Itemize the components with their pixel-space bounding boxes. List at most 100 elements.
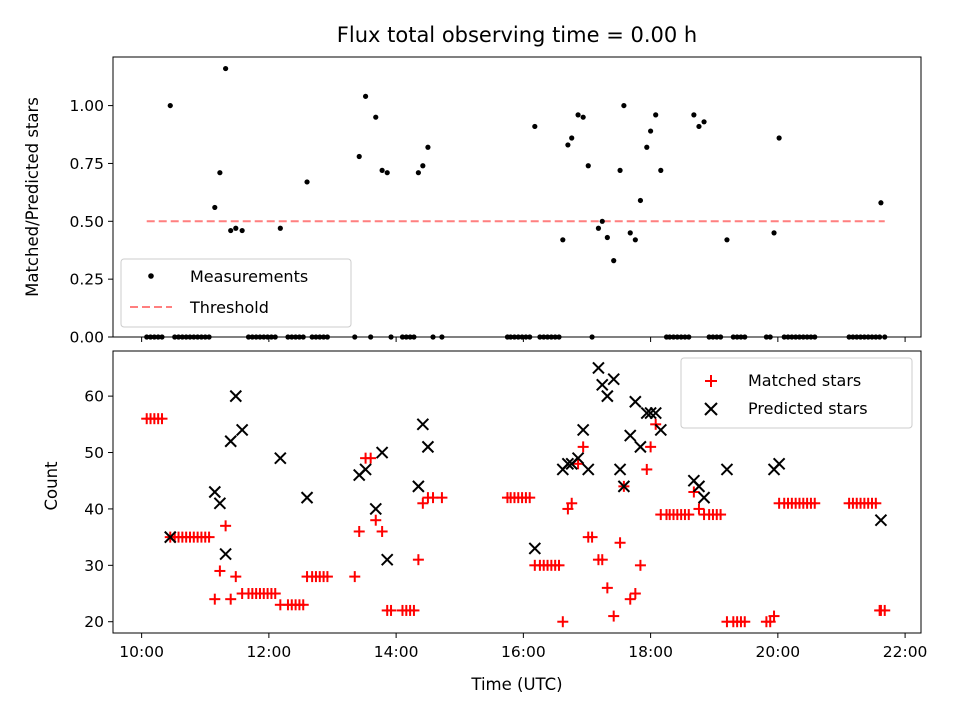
predicted-point xyxy=(208,485,222,499)
measurement-point xyxy=(604,234,610,241)
measurement-point xyxy=(425,144,431,150)
predicted-point xyxy=(576,423,590,437)
measurement-point xyxy=(217,170,223,176)
bottom-y-tick-label: 40 xyxy=(84,500,104,518)
legend-predicted-marker xyxy=(704,402,718,416)
matched-point xyxy=(353,525,365,537)
predicted-point xyxy=(640,406,653,420)
predicted-point xyxy=(607,372,620,386)
measurement-point xyxy=(878,200,884,206)
measurement-point xyxy=(691,112,697,118)
predicted-point xyxy=(416,418,430,431)
predicted-point xyxy=(229,389,242,403)
matched-point xyxy=(572,458,584,470)
predicted-point xyxy=(720,463,734,476)
matched-point xyxy=(764,616,776,628)
top-y-axis-label: Matched/Predicted stars xyxy=(23,97,42,297)
top-plot-frame xyxy=(112,56,922,338)
bottom-y-tick-label: 20 xyxy=(84,613,104,631)
measurement-point xyxy=(653,112,659,118)
matched-point xyxy=(601,582,613,594)
measurement-point xyxy=(565,142,571,148)
measurement-point xyxy=(648,128,654,134)
predicted-point xyxy=(649,406,662,420)
matched-point xyxy=(225,593,237,605)
matched-point xyxy=(566,497,578,509)
predicted-point xyxy=(381,553,394,566)
predicted-point xyxy=(235,423,249,437)
matched-point xyxy=(524,492,536,504)
matched-point xyxy=(645,441,657,453)
predicted-point xyxy=(601,389,614,403)
bottom-axis-ticks: 10:00 12:00 14:00 16:00 18:00 20:00 22:00 20 30 4… xyxy=(84,388,927,661)
predicted-point xyxy=(634,440,647,454)
matched-point xyxy=(269,588,281,600)
predicted-point xyxy=(528,542,542,555)
measurement-point xyxy=(228,227,234,234)
matched-point xyxy=(349,571,361,583)
measurement-point xyxy=(212,204,218,211)
measurement-point xyxy=(233,225,239,231)
matched-point xyxy=(297,599,309,611)
measurement-point xyxy=(644,144,650,150)
matched-point xyxy=(557,616,569,628)
x-tick-label: 10:00 xyxy=(119,643,164,661)
measurement-point xyxy=(621,102,627,109)
chart-title: Flux total observing time = 0.00 h xyxy=(337,23,697,47)
matched-point xyxy=(715,509,727,521)
matched-point xyxy=(385,604,397,616)
measurement-point xyxy=(724,237,730,243)
measurement-point xyxy=(223,65,229,72)
matched-point xyxy=(209,593,221,605)
measurement-point xyxy=(277,225,283,231)
measurement-point xyxy=(776,135,782,141)
x-tick-label: 14:00 xyxy=(374,643,419,661)
predicted-point xyxy=(300,491,314,504)
legend-predicted-label: Predicted stars xyxy=(748,399,868,418)
x-tick-label: 22:00 xyxy=(883,643,928,661)
predicted-point xyxy=(375,446,389,459)
measurement-point xyxy=(560,237,566,243)
matched-point xyxy=(629,588,641,600)
predicted-point xyxy=(359,463,372,476)
matched-point xyxy=(596,554,608,566)
predicted-point xyxy=(274,451,287,465)
measurement-point xyxy=(701,119,707,125)
measurement-point xyxy=(379,167,385,173)
x-tick-label: 20:00 xyxy=(756,643,801,661)
matched-point xyxy=(634,559,646,571)
top-y-tick-label: 1.00 xyxy=(69,97,104,115)
measurement-point xyxy=(304,179,310,185)
predicted-point xyxy=(582,463,595,476)
predicted-point xyxy=(697,491,711,504)
matched-point xyxy=(879,604,891,616)
top-legend: Measurements Threshold xyxy=(120,258,352,328)
bottom-plot-frame xyxy=(112,350,922,634)
predicted-point xyxy=(164,530,177,544)
matched-point xyxy=(365,452,377,464)
matched-point xyxy=(809,497,821,509)
x-axis-label: Time (UTC) xyxy=(470,675,562,694)
measurement-point xyxy=(384,170,390,176)
matched-point xyxy=(408,604,420,616)
predicted-point xyxy=(561,457,575,471)
measurement-point xyxy=(575,112,581,118)
measurement-point xyxy=(696,123,702,130)
bottom-y-tick-label: 60 xyxy=(84,388,104,406)
matched-point xyxy=(376,525,388,537)
measurement-point xyxy=(373,114,379,120)
matched-point xyxy=(870,497,882,509)
matched-point xyxy=(230,571,242,583)
matched-point xyxy=(739,616,751,628)
predicted-point xyxy=(644,406,657,420)
legend-matched-label: Matched stars xyxy=(748,371,861,390)
matched-point xyxy=(683,509,695,521)
legend-measurements-marker xyxy=(148,273,154,279)
x-tick-label: 18:00 xyxy=(628,643,673,661)
matched-point xyxy=(562,503,574,515)
bottom-y-axis-label: Count xyxy=(42,461,61,511)
legend-threshold-label: Threshold xyxy=(189,298,269,317)
measurement-point xyxy=(595,225,602,231)
measurement-point xyxy=(580,114,586,120)
predicted-point xyxy=(874,513,888,527)
